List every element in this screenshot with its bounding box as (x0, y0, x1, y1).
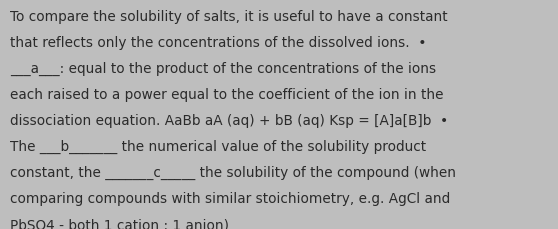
Text: each raised to a power equal to the coefficient of the ion in the: each raised to a power equal to the coef… (10, 88, 444, 102)
Text: that reflects only the concentrations of the dissolved ions.  •: that reflects only the concentrations of… (10, 36, 426, 50)
Text: PbSO4 - both 1 cation : 1 anion): PbSO4 - both 1 cation : 1 anion) (10, 217, 229, 229)
Text: To compare the solubility of salts, it is useful to have a constant: To compare the solubility of salts, it i… (10, 10, 448, 24)
Text: dissociation equation. AaBb aA (aq) + bB (aq) Ksp = [A]a[B]b  •: dissociation equation. AaBb aA (aq) + bB… (10, 114, 448, 128)
Text: The ___b_______ the numerical value of the solubility product: The ___b_______ the numerical value of t… (10, 140, 426, 154)
Text: ___a___: equal to the product of the concentrations of the ions: ___a___: equal to the product of the con… (10, 62, 436, 76)
Text: constant, the _______c_____ the solubility of the compound (when: constant, the _______c_____ the solubili… (10, 166, 456, 180)
Text: comparing compounds with similar stoichiometry, e.g. AgCl and: comparing compounds with similar stoichi… (10, 191, 450, 205)
